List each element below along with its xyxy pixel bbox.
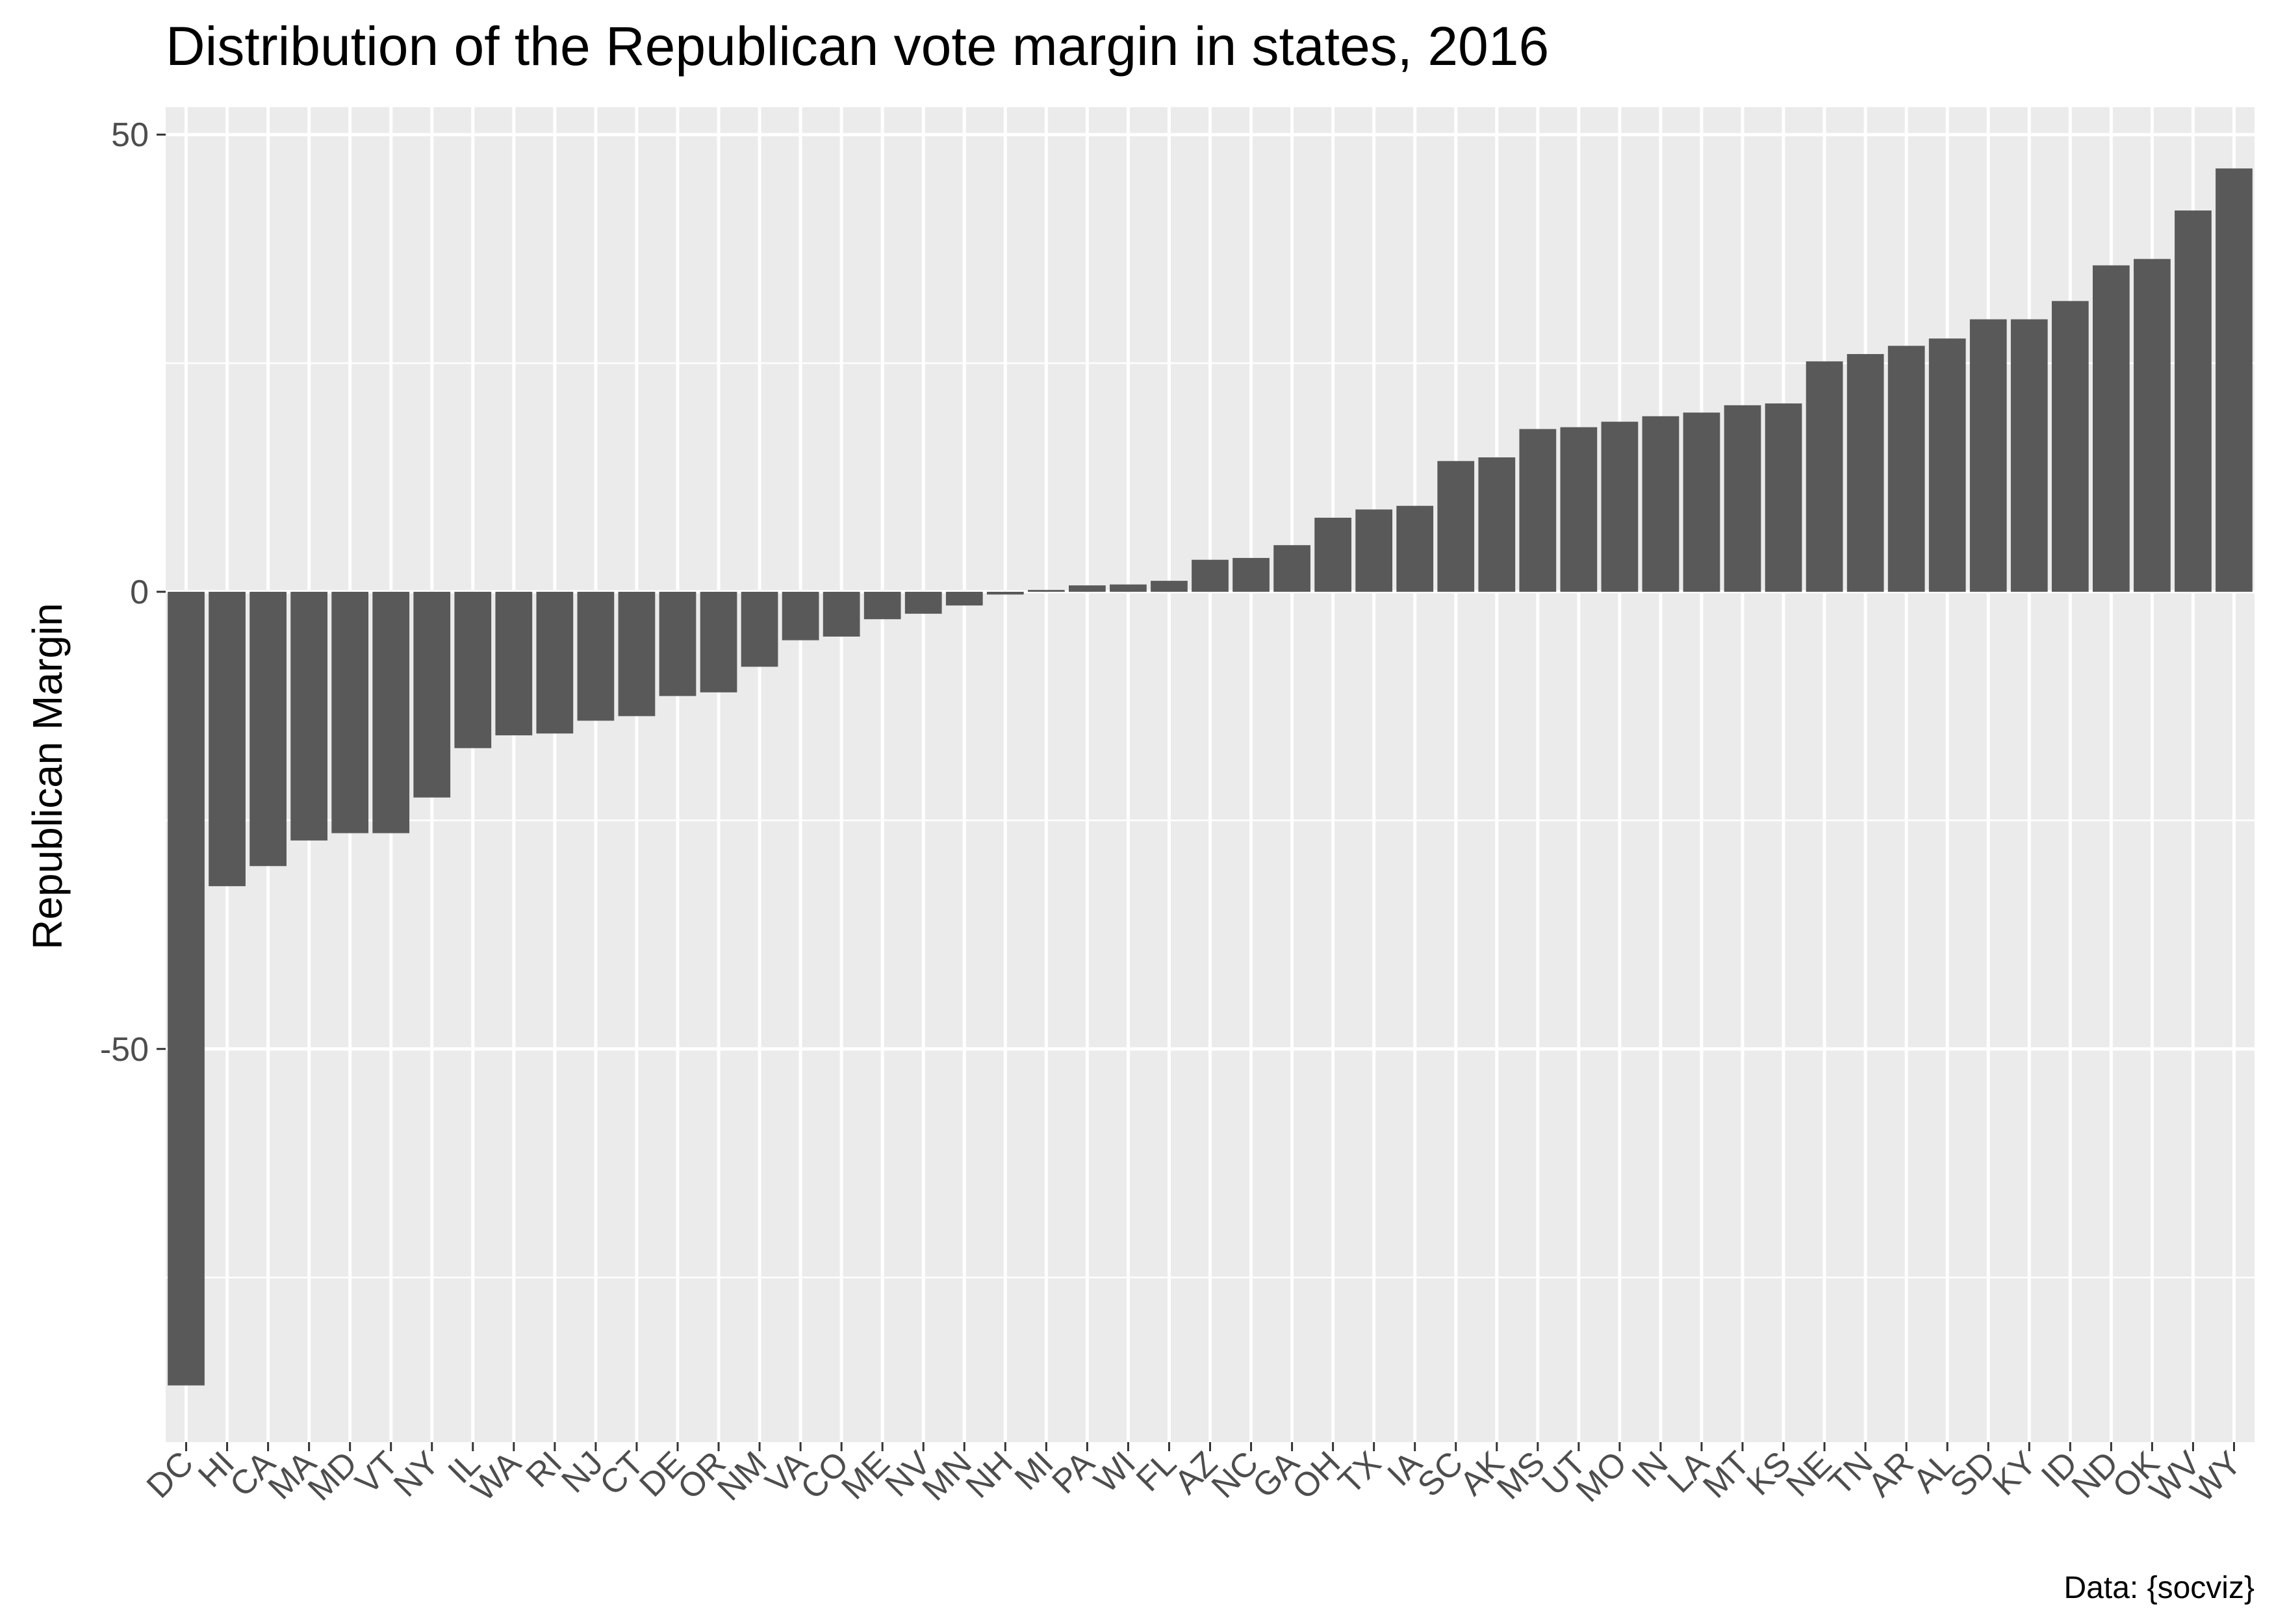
bar-in	[1642, 416, 1680, 592]
bar-la	[1683, 412, 1720, 592]
bar-sc	[1437, 461, 1474, 592]
bar-mt	[1724, 405, 1761, 592]
bar-mi	[1028, 590, 1065, 592]
bar-ny	[413, 592, 450, 798]
x-tick-label: NY	[387, 1444, 446, 1504]
x-tick-label: NH	[959, 1444, 1020, 1505]
bar-hi	[209, 592, 246, 886]
x-tick-label: TX	[1331, 1444, 1388, 1501]
bar-ne	[1806, 361, 1843, 592]
bar-wv	[2175, 210, 2212, 592]
x-tick-label: DC	[140, 1444, 201, 1505]
x-tick-label: KY	[1986, 1444, 2044, 1503]
bar-va	[782, 592, 819, 641]
bar-mn	[946, 592, 983, 605]
y-axis-title: Republican Margin	[24, 603, 71, 950]
bar-al	[1929, 338, 1966, 592]
x-tick-label: WA	[464, 1444, 528, 1508]
x-tick-label: MO	[1569, 1444, 1634, 1509]
bar-tn	[1847, 354, 1884, 592]
bar-ut	[1560, 427, 1597, 592]
bar-ar	[1888, 346, 1925, 592]
bar-wy	[2216, 168, 2253, 592]
bar-wa	[495, 592, 532, 735]
bar-nv	[905, 592, 942, 614]
x-tick-label: WY	[2184, 1444, 2249, 1509]
bar-vt	[372, 592, 409, 833]
bar-ia	[1396, 506, 1433, 592]
bar-ma	[290, 592, 327, 841]
bar-or	[700, 592, 737, 692]
bar-ga	[1273, 545, 1310, 592]
bar-ms	[1519, 429, 1556, 592]
chart-caption: Data: {socviz}	[2064, 1571, 2255, 1605]
y-axis: 50 0 -50	[100, 116, 166, 1069]
chart-title: Distribution of the Republican vote marg…	[166, 16, 1549, 77]
bar-oh	[1314, 518, 1351, 592]
y-tick-label: -50	[100, 1031, 149, 1069]
x-axis: DCHICAMAMDVTNYILWARINJCTDEORNMVACOMENVMN…	[140, 1442, 2249, 1510]
bar-ok	[2134, 259, 2171, 592]
y-tick-label: 0	[130, 574, 149, 611]
bar-ak	[1478, 457, 1515, 592]
bar-nm	[741, 592, 778, 666]
bar-nc	[1233, 558, 1270, 592]
bar-ct	[619, 592, 656, 716]
bar-wi	[1110, 585, 1147, 592]
bar-ca	[249, 592, 287, 866]
y-tick-label: 50	[111, 116, 149, 154]
bar-id	[2052, 301, 2089, 592]
bar-sd	[1970, 320, 2007, 592]
bar-nd	[2093, 266, 2130, 592]
bar-az	[1192, 560, 1229, 592]
bar-pa	[1069, 585, 1106, 592]
bar-ri	[537, 592, 574, 733]
bar-md	[331, 592, 368, 833]
bar-fl	[1151, 581, 1188, 592]
bar-co	[823, 592, 860, 637]
bar-me	[864, 592, 901, 619]
bar-dc	[168, 592, 205, 1386]
bar-ky	[2011, 320, 2048, 592]
bar-nh	[987, 592, 1024, 594]
bar-mo	[1602, 422, 1639, 592]
bar-tx	[1355, 509, 1392, 592]
bar-ks	[1765, 403, 1802, 592]
bar-de	[659, 592, 696, 696]
bar-il	[454, 592, 491, 748]
bar-nj	[578, 592, 615, 720]
